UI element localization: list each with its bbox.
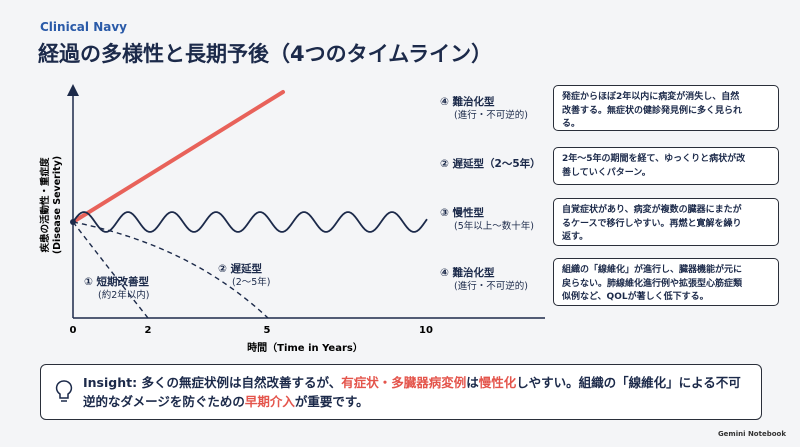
chronic-line [72, 211, 428, 233]
insight-segment: は [466, 375, 479, 390]
label-line: (5年以上～数十年) [454, 221, 534, 232]
timeline-label: ③ 慢性型 (5年以上～数十年) [440, 206, 534, 234]
insight-segment: 早期介入 [244, 394, 295, 409]
insight-segment: Insight: 多くの無症状例は自然改善するが、 [83, 375, 342, 390]
label-line: ③ 慢性型 [440, 207, 485, 219]
description-box: 自覚症状があり、病変が複数の臓器にまたが るケースで移行しやすい。再燃と寛解を繰り… [553, 198, 779, 246]
label-line: (進行・不可逆的) [454, 110, 528, 121]
refractory-line [71, 90, 285, 224]
x-axis-label: 時間（Time in Years） [247, 341, 363, 354]
description-line: 返す。 [562, 232, 589, 242]
y-axis-label: 疾患の活動性・重症度 [39, 157, 51, 253]
x-tick-label: 10 [419, 325, 433, 336]
description-box: 組織の「線維化」が進行し、臓器機能が元に 戻らない。肺線維化進行例や拡張型心筋症類… [553, 258, 779, 306]
x-tick-label: 5 [264, 325, 271, 336]
label-line: (約2年以内) [98, 290, 150, 301]
inner-label: ① 短期改善型 (約2年以内) [84, 275, 149, 303]
bulb-icon [55, 380, 73, 402]
label-line: ④ 難治化型 [440, 96, 495, 108]
y-axis-label: (Disease Severity) [52, 156, 63, 254]
description-line: 自覚症状があり、病変が複数の臓器にまたが [562, 205, 742, 215]
label-line: ② 遅延型（2～5年） [440, 158, 541, 170]
brand: Clinical Navy [40, 20, 127, 34]
origin-dot [70, 219, 76, 225]
insight-segment: が重要です。 [294, 394, 369, 409]
description-line: 戻らない。肺線維化進行例や拡張型心筋症類 [562, 278, 743, 289]
description-line: 改善する。無症状の健診発見例に多く見られ [562, 105, 743, 116]
x-tick-label: 0 [70, 325, 77, 336]
description-line: る。 [562, 119, 581, 129]
timeline-label: ④ 難治化型 (進行・不可逆的) [440, 266, 528, 294]
label-line: (進行・不可逆的) [454, 281, 528, 292]
description-line: るケースで移行しやすい。再燃と寛解を繰り [562, 218, 742, 229]
x-tick-label: 2 [145, 325, 152, 336]
insight-segment: 慢性化 [478, 375, 517, 390]
description-line: 似例など、QOLが著しく低下する。 [562, 292, 709, 302]
title: 経過の多様性と長期予後（4つのタイムライン） [38, 42, 493, 66]
timeline-label: ② 遅延型（2～5年） [440, 157, 541, 171]
description-box: 2年～5年の期間を経て、ゆっくりと病状が改 善していくパターン。 [553, 147, 779, 185]
label-line: ② 遅延型 [218, 263, 263, 275]
description-box: 発症からほぼ2年以内に病変が消失し、自然 改善する。無症状の健診発見例に多く見られ… [553, 85, 779, 131]
label-line: ① 短期改善型 [84, 276, 150, 288]
description-line: 善していくパターン。 [562, 167, 651, 178]
insight-box: Insight: 多くの無症状例は自然改善するが、有症状・多臓器病変例は慢性化し… [40, 364, 762, 420]
delayed-line [72, 221, 269, 319]
description-line: 発症からほぼ2年以内に病変が消失し、自然 [562, 92, 740, 102]
description-line: 2年～5年の期間を経て、ゆっくりと病状が改 [562, 154, 746, 164]
label-line: (2～5年) [232, 277, 271, 288]
insight-segment: 有症状・多臓器病変例 [341, 375, 467, 390]
timeline-label: ④ 難治化型 (進行・不可逆的) [440, 95, 528, 123]
insight-text: Insight: 多くの無症状例は自然改善するが、有症状・多臓器病変例は慢性化し… [83, 373, 743, 411]
description-line: 組織の「線維化」が進行し、臓器機能が元に [562, 265, 743, 275]
footer: Gemini Notebook [717, 430, 786, 438]
short-line [72, 221, 149, 319]
insight-segment: しやすい。組織の「線維化」による不可逆的なダメージを防ぐための [83, 375, 741, 409]
inner-label: ② 遅延型 (2～5年) [218, 262, 271, 290]
label-line: ④ 難治化型 [440, 267, 495, 279]
